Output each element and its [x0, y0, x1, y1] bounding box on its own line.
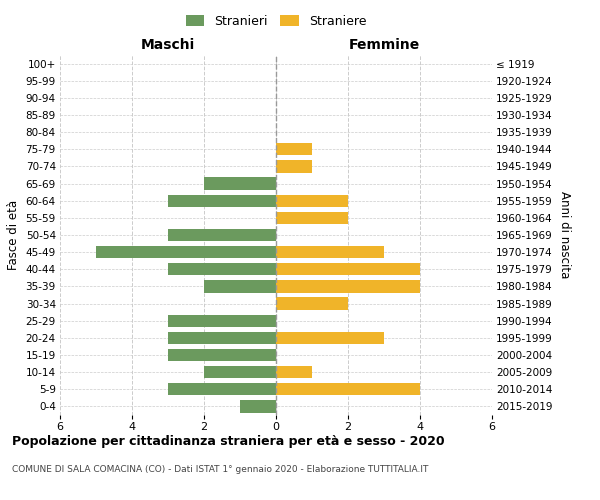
Y-axis label: Anni di nascita: Anni di nascita — [559, 192, 571, 278]
Bar — [276, 298, 348, 310]
Bar — [168, 263, 276, 276]
Text: COMUNE DI SALA COMACINA (CO) - Dati ISTAT 1° gennaio 2020 - Elaborazione TUTTITA: COMUNE DI SALA COMACINA (CO) - Dati ISTA… — [12, 465, 428, 474]
Bar — [240, 400, 276, 412]
Bar — [276, 246, 384, 258]
Bar — [204, 280, 276, 292]
Bar — [168, 349, 276, 361]
Bar — [168, 383, 276, 396]
Legend: Stranieri, Straniere: Stranieri, Straniere — [182, 11, 370, 32]
Bar — [276, 383, 420, 396]
Bar — [168, 229, 276, 241]
Bar — [204, 366, 276, 378]
Bar — [204, 178, 276, 190]
Bar — [168, 332, 276, 344]
Bar — [96, 246, 276, 258]
Bar — [168, 314, 276, 327]
Bar — [276, 332, 384, 344]
Bar — [276, 263, 420, 276]
Bar — [276, 366, 312, 378]
Bar — [168, 194, 276, 207]
Bar — [276, 143, 312, 156]
Bar — [276, 194, 348, 207]
Text: Maschi: Maschi — [141, 38, 195, 52]
Bar — [276, 280, 420, 292]
Y-axis label: Fasce di età: Fasce di età — [7, 200, 20, 270]
Bar — [276, 160, 312, 172]
Text: Popolazione per cittadinanza straniera per età e sesso - 2020: Popolazione per cittadinanza straniera p… — [12, 435, 445, 448]
Text: Femmine: Femmine — [349, 38, 419, 52]
Bar — [276, 212, 348, 224]
